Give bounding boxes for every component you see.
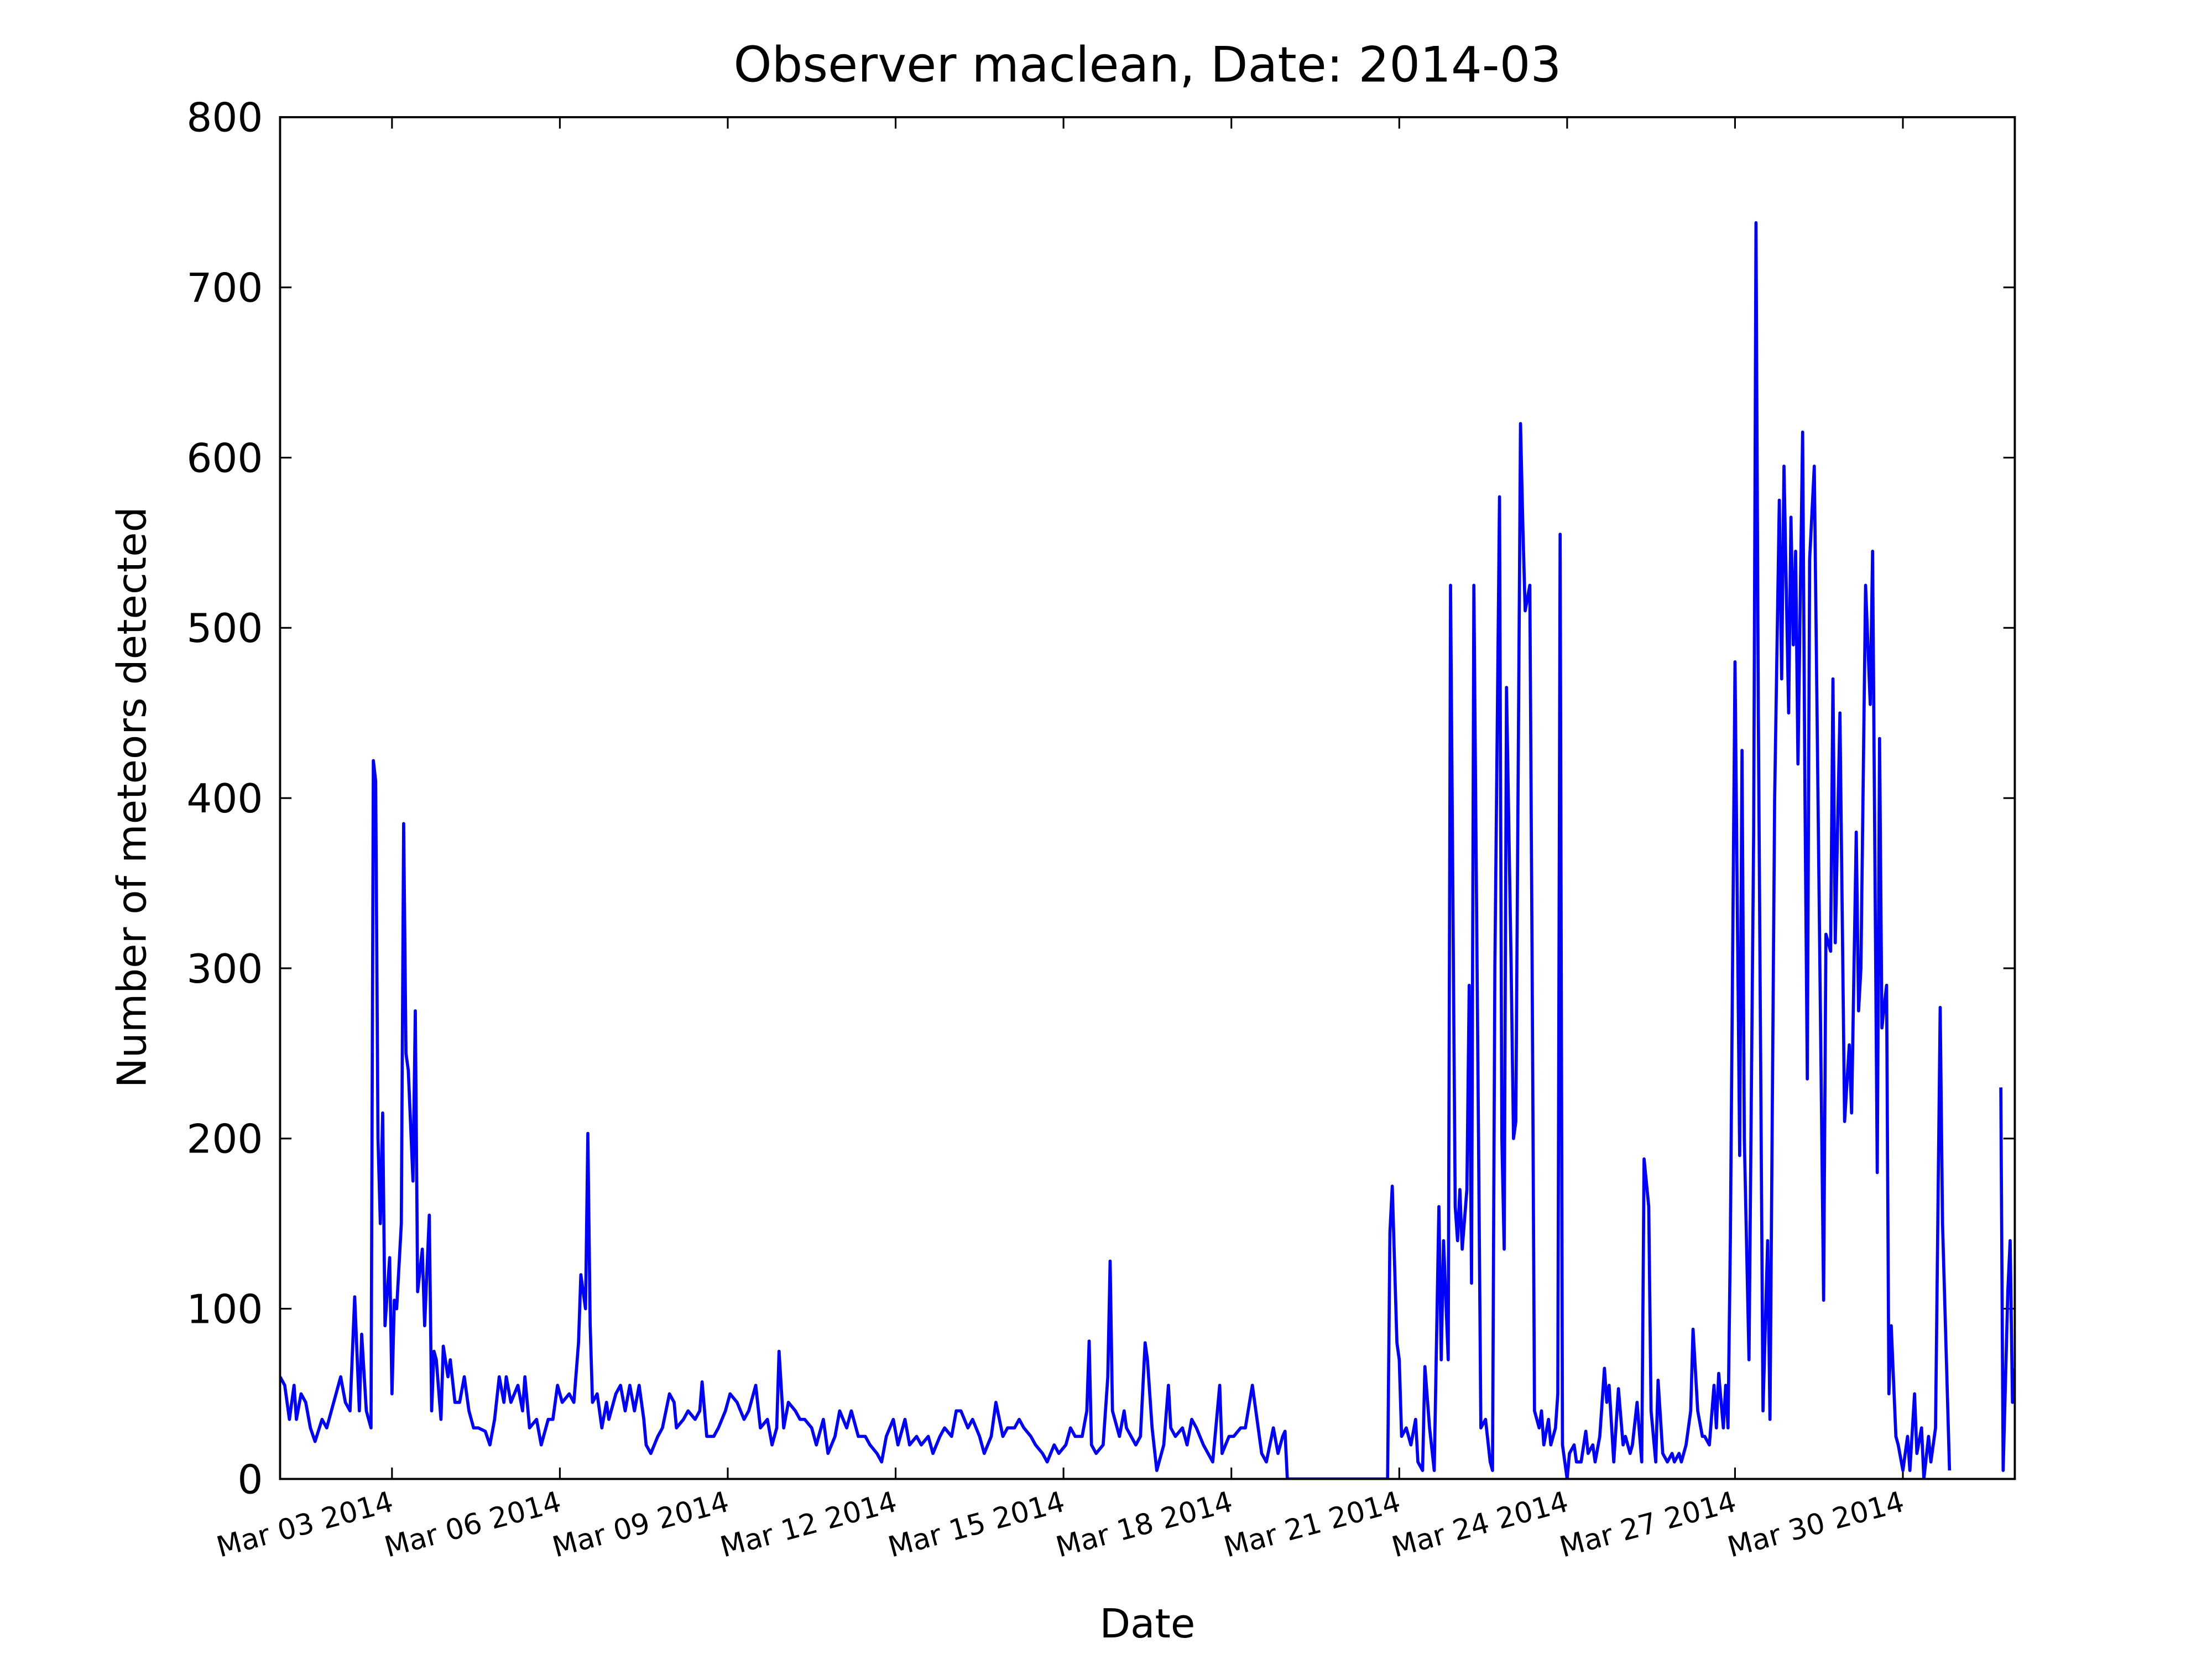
data-line	[280, 221, 2015, 1479]
plot-frame	[279, 116, 2016, 1480]
chart-title: Observer maclean, Date: 2014-03	[733, 36, 1561, 93]
y-tick-label: 800	[186, 95, 263, 142]
y-tick-label: 700	[186, 265, 263, 312]
y-tick-label: 0	[237, 1457, 263, 1503]
y-tick-label: 100	[186, 1286, 263, 1333]
y-tick-label: 600	[186, 435, 263, 482]
y-tick-label: 500	[186, 606, 263, 652]
x-axis-label: Date	[1099, 1601, 1195, 1647]
y-axis-label: Number of meteors detected	[109, 507, 156, 1088]
y-tick-label: 300	[186, 946, 263, 993]
y-tick-label: 200	[186, 1117, 263, 1163]
y-tick-label: 400	[186, 776, 263, 822]
